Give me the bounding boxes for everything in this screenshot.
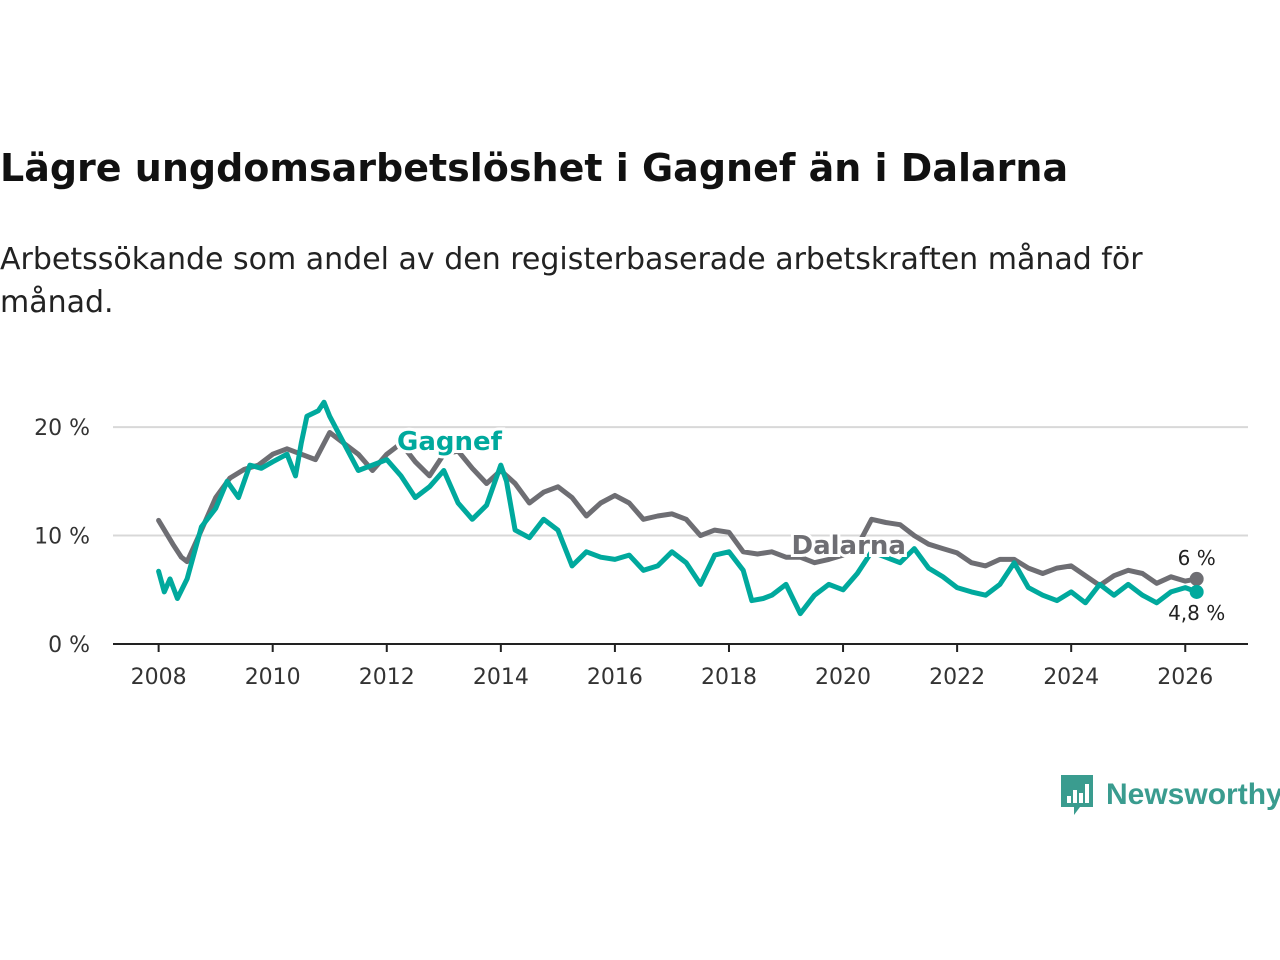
y-tick-label: 0 % [48,633,90,658]
dalarna-end-value: 6 % [1178,546,1216,570]
dalarna-line [156,430,1200,588]
line-chart: 0 % 10 % 20 % 2008 2010 2012 2014 2016 2018 2020… [34,399,1248,690]
x-tick-label: 2012 [359,665,415,690]
newsworthy-logo[interactable]: Newsworthy [1058,770,1280,820]
newsworthy-icon [1061,775,1093,815]
x-tick-label: 2008 [131,665,187,690]
series-lines [156,399,1204,617]
x-tick-label: 2022 [929,665,985,690]
gagnef-label: Gagnef [397,427,503,457]
x-tick-label: 2010 [245,665,301,690]
gagnef-line [156,399,1200,617]
x-tick-label: 2016 [587,665,643,690]
y-tick-label: 10 % [34,525,90,550]
series-labels: Gagnef Dalarna 6 % 4,8 % [394,424,1225,625]
dalarna-label: Dalarna [792,531,906,561]
brand-name: Newsworthy [1106,778,1280,811]
gagnef-end-marker [1189,584,1204,599]
x-tick-label: 2020 [815,665,871,690]
x-tick-label: 2014 [473,665,529,690]
dalarna-end-marker [1189,571,1204,586]
y-axis: 0 % 10 % 20 % [34,416,90,658]
x-axis: 2008 2010 2012 2014 2016 2018 2020 2022 2024 2026 [131,644,1213,690]
y-tick-label: 20 % [34,416,90,441]
chart-subtitle: Arbetssökande som andel av den registerb… [0,242,1143,320]
chart-title: Lägre ungdomsarbetslöshet i Gagnef än i … [0,146,1069,190]
x-tick-label: 2024 [1043,665,1099,690]
gagnef-end-value: 4,8 % [1168,601,1225,625]
x-tick-label: 2026 [1157,665,1213,690]
x-tick-label: 2018 [701,665,757,690]
